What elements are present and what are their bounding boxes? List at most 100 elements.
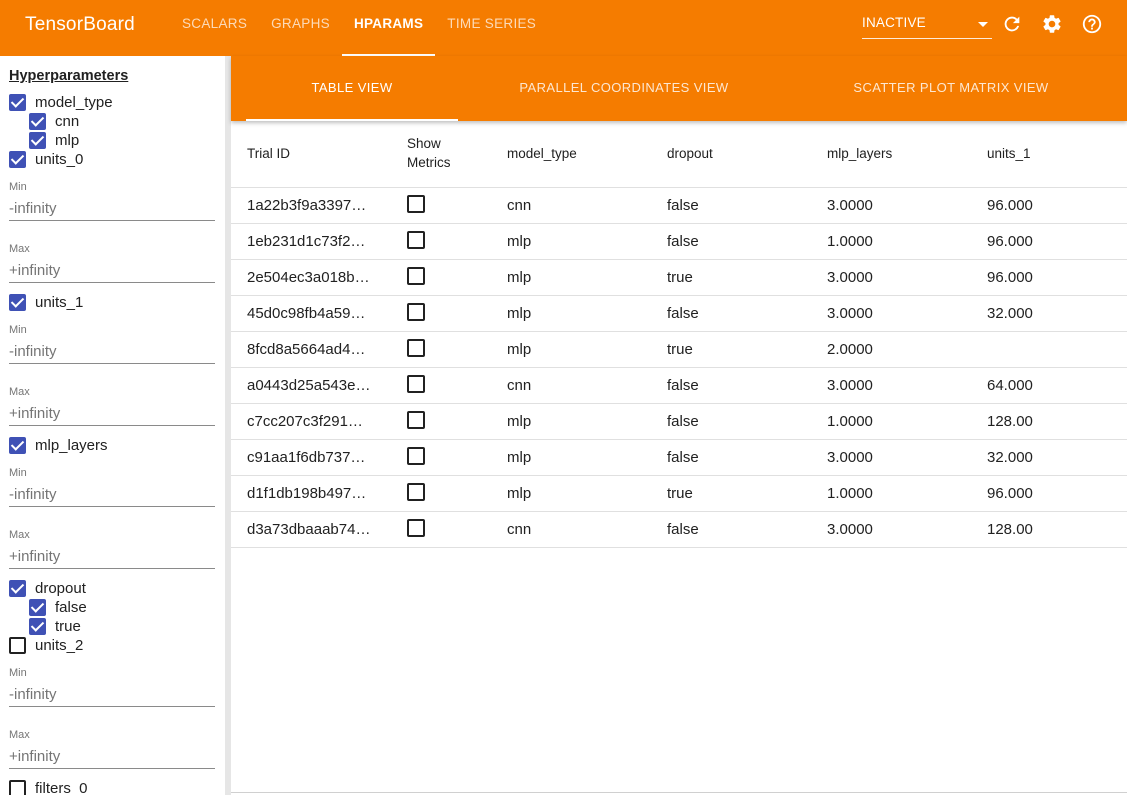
filter-label: units_1 xyxy=(35,294,84,311)
units-1-min-input[interactable]: -infinity xyxy=(9,342,215,364)
tab-time-series[interactable]: TIME SERIES xyxy=(447,16,537,31)
filter-label: units_2 xyxy=(35,637,84,654)
filter-option-false[interactable]: false xyxy=(29,598,87,617)
table-row: a0443d25a543e… cnn false 3.0000 64.000 xyxy=(231,368,1127,404)
plugin-select-value: INACTIVE xyxy=(862,15,926,30)
show-metrics-checkbox[interactable] xyxy=(407,231,425,249)
show-metrics-checkbox[interactable] xyxy=(407,375,425,393)
cell-units-1: 96.000 xyxy=(987,485,1033,502)
show-metrics-checkbox[interactable] xyxy=(407,195,425,213)
filter-option-mlp[interactable]: mlp xyxy=(29,131,79,150)
sidebar-divider[interactable] xyxy=(225,56,231,795)
show-metrics-checkbox[interactable] xyxy=(407,519,425,537)
cell-model-type: cnn xyxy=(507,377,532,394)
checkbox-icon xyxy=(9,580,26,597)
show-metrics-checkbox[interactable] xyxy=(407,411,425,429)
mlp-layers-max-input[interactable]: +infinity xyxy=(9,547,215,569)
cell-dropout: false xyxy=(667,413,699,430)
units-0-min-input[interactable]: -infinity xyxy=(9,199,215,221)
cell-trial-id: a0443d25a543e… xyxy=(247,377,371,394)
plugin-select[interactable]: INACTIVE xyxy=(862,14,992,39)
tab-scatter-plot-matrix-view[interactable]: SCATTER PLOT MATRIX VIEW xyxy=(853,80,1049,95)
cell-units-1: 128.00 xyxy=(987,413,1033,430)
cell-model-type: mlp xyxy=(507,413,532,430)
column-header-trial-id[interactable]: Trial ID xyxy=(247,146,290,161)
units-1-max-input[interactable]: +infinity xyxy=(9,404,215,426)
cell-mlp-layers: 1.0000 xyxy=(827,413,873,430)
tab-graphs[interactable]: GRAPHS xyxy=(271,16,330,31)
cell-dropout: false xyxy=(667,377,699,394)
checkbox-icon xyxy=(29,618,46,635)
view-tab-bar: TABLE VIEW PARALLEL COORDINATES VIEW SCA… xyxy=(231,56,1127,121)
settings-icon[interactable] xyxy=(1041,13,1063,35)
table-row: 1eb231d1c73f2… mlp false 1.0000 96.000 xyxy=(231,224,1127,260)
sidebar-title: Hyperparameters xyxy=(9,68,129,84)
refresh-icon[interactable] xyxy=(1001,13,1023,35)
cell-trial-id: 1a22b3f9a3397… xyxy=(247,197,367,214)
help-icon[interactable] xyxy=(1081,13,1103,35)
header-line: Metrics xyxy=(407,155,451,170)
show-metrics-checkbox[interactable] xyxy=(407,483,425,501)
cell-trial-id: c7cc207c3f291… xyxy=(247,413,363,430)
max-label: Max xyxy=(9,243,30,255)
checkbox-icon xyxy=(9,780,26,795)
main-nav: SCALARS GRAPHS HPARAMS TIME SERIES xyxy=(170,0,548,56)
tab-scalars[interactable]: SCALARS xyxy=(182,16,248,31)
filter-option-cnn[interactable]: cnn xyxy=(29,112,79,131)
filter-option-true[interactable]: true xyxy=(29,617,81,636)
column-header-units-1[interactable]: units_1 xyxy=(987,146,1031,161)
units-2-max-input[interactable]: +infinity xyxy=(9,747,215,769)
cell-units-1: 128.00 xyxy=(987,521,1033,538)
filter-units-1[interactable]: units_1 xyxy=(9,293,83,312)
filter-units-2[interactable]: units_2 xyxy=(9,636,83,655)
cell-mlp-layers: 3.0000 xyxy=(827,377,873,394)
show-metrics-checkbox[interactable] xyxy=(407,303,425,321)
tab-table-view[interactable]: TABLE VIEW xyxy=(246,56,458,121)
show-metrics-checkbox[interactable] xyxy=(407,447,425,465)
cell-trial-id: c91aa1f6db737… xyxy=(247,449,366,466)
cell-model-type: cnn xyxy=(507,521,532,538)
tab-hparams[interactable]: HPARAMS xyxy=(341,0,436,56)
show-metrics-checkbox[interactable] xyxy=(407,267,425,285)
checkbox-icon xyxy=(29,132,46,149)
cell-units-1: 32.000 xyxy=(987,305,1033,322)
tab-parallel-coordinates-view[interactable]: PARALLEL COORDINATES VIEW xyxy=(519,80,729,95)
cell-units-1: 32.000 xyxy=(987,449,1033,466)
cell-dropout: false xyxy=(667,197,699,214)
filter-filters-0[interactable]: filters_0 xyxy=(9,779,88,795)
table-row: 8fcd8a5664ad4… mlp true 2.0000 xyxy=(231,332,1127,368)
cell-mlp-layers: 3.0000 xyxy=(827,521,873,538)
cell-units-1: 96.000 xyxy=(987,233,1033,250)
table-row: c91aa1f6db737… mlp false 3.0000 32.000 xyxy=(231,440,1127,476)
option-label: false xyxy=(55,599,87,616)
mlp-layers-min-input[interactable]: -infinity xyxy=(9,485,215,507)
table-row: 2e504ec3a018b… mlp true 3.0000 96.000 xyxy=(231,260,1127,296)
filter-dropout[interactable]: dropout xyxy=(9,579,86,598)
filter-model-type[interactable]: model_type xyxy=(9,93,113,112)
filter-label: filters_0 xyxy=(35,780,88,795)
checkbox-icon xyxy=(9,151,26,168)
filter-units-0[interactable]: units_0 xyxy=(9,150,83,169)
column-header-show-metrics[interactable]: Show Metrics xyxy=(407,134,451,172)
column-header-mlp-layers[interactable]: mlp_layers xyxy=(827,146,893,161)
checkbox-icon xyxy=(9,94,26,111)
top-app-bar: TensorBoard SCALARS GRAPHS HPARAMS TIME … xyxy=(0,0,1127,56)
units-2-min-input[interactable]: -infinity xyxy=(9,685,215,707)
column-header-model-type[interactable]: model_type xyxy=(507,146,577,161)
min-label: Min xyxy=(9,324,27,336)
show-metrics-checkbox[interactable] xyxy=(407,339,425,357)
filter-mlp-layers[interactable]: mlp_layers xyxy=(9,436,108,455)
cell-dropout: false xyxy=(667,233,699,250)
table-row: d1f1db198b497… mlp true 1.0000 96.000 xyxy=(231,476,1127,512)
filter-label: mlp_layers xyxy=(35,437,108,454)
min-label: Min xyxy=(9,467,27,479)
dropdown-arrow-icon xyxy=(978,22,988,27)
cell-mlp-layers: 1.0000 xyxy=(827,485,873,502)
units-0-max-input[interactable]: +infinity xyxy=(9,261,215,283)
column-header-dropout[interactable]: dropout xyxy=(667,146,713,161)
cell-trial-id: 1eb231d1c73f2… xyxy=(247,233,366,250)
max-label: Max xyxy=(9,386,30,398)
min-label: Min xyxy=(9,181,27,193)
filter-label: dropout xyxy=(35,580,86,597)
table-row: d3a73dbaaab74… cnn false 3.0000 128.00 xyxy=(231,512,1127,548)
